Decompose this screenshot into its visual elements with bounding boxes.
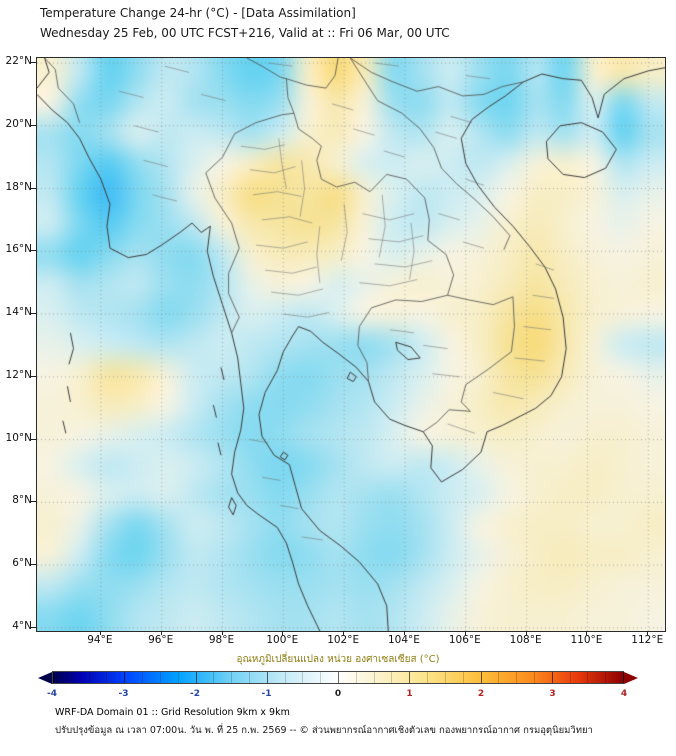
colorbar-tick-label: -4 [47,689,57,699]
x-axis-tick-label: 104°E [388,634,420,646]
x-axis-tick-mark [221,631,223,635]
y-axis-tick-label: 12°N [5,368,32,381]
y-axis-tick-mark [31,62,36,64]
colorbar-segment-mark [605,672,607,683]
y-axis-tick-mark [31,564,36,566]
x-axis-tick-mark [525,631,527,635]
footer-domain-info: WRF-DA Domain 01 :: Grid Resolution 9km … [55,707,290,718]
colorbar-segment-mark [302,672,304,683]
y-axis-tick-label: 6°N [12,557,32,570]
chart-subtitle: Wednesday 25 Feb, 00 UTC FCST+216, Valid… [40,26,450,40]
colorbar-segment-mark [106,672,108,683]
colorbar-tick-label: -3 [118,689,129,699]
colorbar-segment-mark [159,672,161,683]
colorbar-segment-mark [213,672,215,683]
x-axis-tick-label: 94°E [87,634,113,646]
colorbar-segment-mark [533,672,535,683]
colorbar-segment-mark [409,672,411,683]
map-panel [36,57,666,632]
colorbar-segment-mark [516,672,518,683]
colorbar-segment-mark [248,672,250,683]
x-axis-tick-mark [343,631,345,635]
y-axis-tick-label: 18°N [5,180,32,193]
colorbar-segment-mark [231,672,233,683]
colorbar-segment-mark [462,672,464,683]
x-axis-tick-mark [403,631,405,635]
x-axis-tick-label: 110°E [570,634,603,646]
colorbar-segment-mark [480,672,482,683]
colorbar-segment-mark [284,672,286,683]
colorbar-segment-mark [498,672,500,683]
colorbar-tick-label: 4 [620,689,628,699]
colorbar-segment-mark [623,672,624,683]
x-axis-tick-mark [647,631,649,635]
colorbar-segment-mark [124,672,126,683]
colorbar-segment-mark [177,672,179,683]
y-axis-tick-mark [31,438,36,440]
footer-update-info: ปรับปรุงข้อมูล ณ เวลา 07:00น. วัน พ. ที่… [55,725,593,736]
colorbar-segment-mark [587,672,589,683]
x-axis-tick-label: 96°E [148,634,174,646]
chart-title: Temperature Change 24-hr (°C) - [Data As… [40,6,356,20]
x-axis-tick-label: 102°E [327,634,360,646]
colorbar-segment-mark [320,672,322,683]
x-axis-tick-label: 112°E [631,634,664,646]
colorbar-tick-label: -2 [190,689,200,699]
colorbar [38,671,638,684]
colorbar-segment-mark [427,672,429,683]
colorbar-tick-label: 0 [334,689,342,699]
y-axis-tick-label: 8°N [12,494,32,507]
x-axis-tick-mark [586,631,588,635]
x-axis-tick-mark [464,631,466,635]
colorbar-segment-mark [88,672,90,683]
x-axis-tick-label: 98°E [208,634,235,646]
y-axis-tick-label: 14°N [5,306,32,319]
y-axis-tick-mark [31,313,36,315]
colorbar-gradient [52,671,624,684]
y-axis-tick-mark [31,626,36,628]
colorbar-segment-mark [142,672,144,683]
y-axis-tick-label: 20°N [5,117,32,130]
x-axis-tick-mark [160,631,162,635]
colorbar-title: อุณหภูมิเปลี่ยนแปลง หน่วย องศาเซลเซียส (… [236,654,440,665]
x-axis-tick-mark [99,631,101,635]
colorbar-segment-mark [373,672,375,683]
colorbar-segment-mark [569,672,571,683]
colorbar-segment-mark [266,672,268,683]
colorbar-tick-label: 1 [406,689,413,699]
x-axis-tick-label: 108°E [509,634,542,646]
colorbar-segment-mark [444,672,446,683]
colorbar-tick-label: 3 [549,689,556,699]
colorbar-tick-label: 2 [477,689,485,699]
colorbar-right-arrow [624,671,638,684]
y-axis-tick-mark [31,250,36,252]
colorbar-segment-mark [195,672,197,683]
colorbar-segment-mark [355,672,357,683]
colorbar-left-arrow [38,671,52,684]
y-axis-tick-label: 4°N [12,619,32,632]
temperature-change-heatmap [37,58,665,631]
colorbar-segment-mark [53,672,54,683]
x-axis-tick-label: 106°E [448,634,481,646]
x-axis-tick-label: 100°E [266,634,299,646]
colorbar-segment-mark [338,672,339,683]
colorbar-tick-label: -1 [261,689,272,699]
y-axis-tick-label: 22°N [5,55,32,68]
y-axis-tick-mark [31,375,36,377]
colorbar-segment-mark [391,672,393,683]
colorbar-segment-mark [551,672,553,683]
y-axis-tick-mark [31,187,36,189]
colorbar-segment-mark [70,672,72,683]
y-axis-tick-mark [31,124,36,126]
y-axis-tick-label: 16°N [5,243,32,256]
y-axis-tick-mark [31,501,36,503]
y-axis-tick-label: 10°N [5,431,32,444]
x-axis-tick-mark [282,631,284,635]
